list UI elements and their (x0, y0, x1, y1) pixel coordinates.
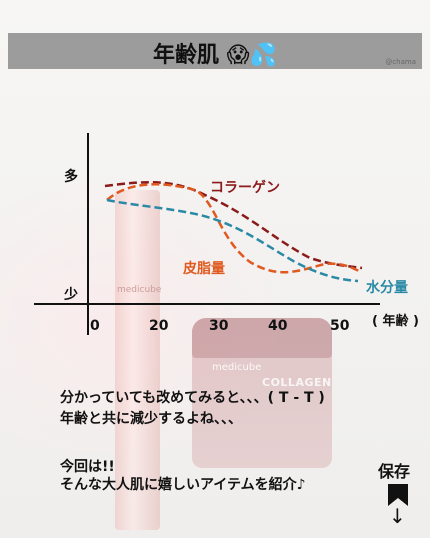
sebum-curve (106, 183, 363, 274)
collagen-curve (104, 181, 363, 270)
jar-brand: medicube (212, 362, 262, 373)
jar-label: COLLAGEN (262, 376, 332, 389)
save-label[interactable]: 保存 (378, 462, 411, 481)
toner-bottle-image: medicube (115, 190, 162, 530)
bookmark-icon[interactable] (387, 484, 409, 506)
moisture-curve (106, 198, 359, 283)
x-unit: ( 年齢 ) (372, 314, 419, 329)
credit: @chama (385, 58, 416, 66)
moisture-label: 水分量 (366, 280, 408, 296)
x-tick-40: 40 (268, 318, 288, 334)
jar-lid (192, 318, 332, 358)
bottle-brand: medicube (117, 285, 162, 295)
x-tick-0: 0 (90, 318, 100, 334)
cream-jar-image: medicube COLLAGEN (192, 318, 332, 468)
title-text: 年齢肌 (152, 43, 219, 68)
sweat-droplets-icon: 💦 (249, 43, 278, 68)
title-bar: 年齢肌 😱💦 (8, 33, 422, 69)
page-title: 年齢肌 😱💦 (8, 37, 422, 69)
x-tick-50: 50 (330, 318, 350, 334)
x-tick-20: 20 (149, 318, 169, 334)
body-line-3: 今回は!! (60, 459, 115, 475)
down-arrow-icon: ↓ (389, 504, 406, 528)
collagen-label: コラーゲン (210, 180, 280, 196)
scream-emoji-icon: 😱 (226, 43, 250, 68)
body-line-1: 分かっていても改めてみると、、、( T - T ) (60, 390, 325, 406)
y-label-high: 多 (64, 169, 78, 185)
x-tick-30: 30 (209, 318, 229, 334)
body-line-2: 年齢と共に減少するよね、、、 (60, 411, 242, 427)
sebum-label: 皮脂量 (183, 261, 225, 277)
y-label-low: 少 (64, 287, 78, 303)
body-line-4: そんな大人肌に嬉しいアイテムを紹介♪ (60, 477, 306, 493)
